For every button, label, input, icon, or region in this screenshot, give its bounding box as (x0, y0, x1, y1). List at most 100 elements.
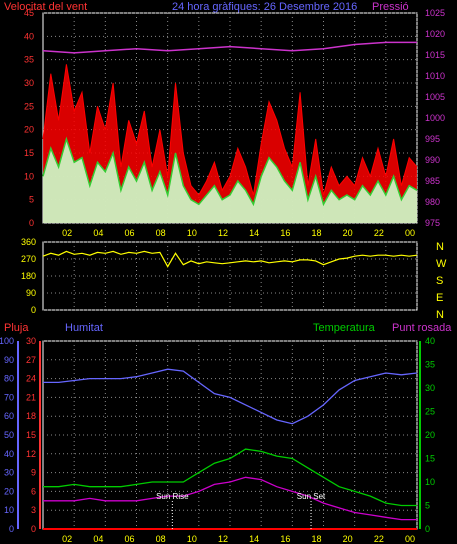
temp-tick-label: 5 (425, 501, 430, 511)
bot-x-tick-label: 06 (124, 534, 134, 544)
bot-x-tick-label: 02 (62, 534, 72, 544)
bot-x-tick-label: 18 (311, 534, 321, 544)
temp-tick-label: 25 (425, 407, 435, 417)
x-tick-label: 14 (249, 228, 259, 238)
y-right-tick-label: 1025 (425, 8, 445, 18)
wind-speed-label: Velocitat del vent (4, 1, 87, 13)
x-tick-label: 00 (405, 228, 415, 238)
bot-x-tick-label: 16 (280, 534, 290, 544)
temp-tick-label: 0 (425, 524, 430, 534)
bot-x-tick-label: 04 (93, 534, 103, 544)
temperature-label: Temperatura (313, 322, 376, 334)
humidity-tick-label: 0 (9, 524, 14, 534)
temp-humidity-chart: Pluja Humitat Temperatura Punt rosada Su… (0, 322, 452, 544)
rain-tick-label: 24 (26, 374, 36, 384)
y-right-tick-label: 980 (425, 197, 440, 207)
compass-label: W (436, 258, 447, 270)
chart-title: 24 hora gràfiques: 26 Desembre 2016 (172, 1, 357, 13)
temp-tick-label: 15 (425, 454, 435, 464)
y-right-tick-label: 990 (425, 155, 440, 165)
rain-tick-label: 12 (26, 449, 36, 459)
humidity-line (43, 368, 418, 425)
humidity-tick-label: 90 (4, 355, 14, 365)
rain-tick-label: 0 (31, 524, 36, 534)
x-tick-label: 18 (311, 228, 321, 238)
dewpoint-line (43, 476, 417, 521)
temp-tick-label: 40 (425, 336, 435, 346)
x-tick-label: 08 (156, 228, 166, 238)
humidity-tick-label: 30 (4, 468, 14, 478)
x-tick-label: 02 (62, 228, 72, 238)
bot-x-tick-label: 08 (156, 534, 166, 544)
y-right-tick-label: 995 (425, 134, 440, 144)
sunset-label: Sun Set (297, 492, 326, 501)
temp-tick-label: 10 (425, 477, 435, 487)
humidity-tick-label: 70 (4, 392, 14, 402)
rain-tick-label: 6 (31, 486, 36, 496)
pressure-line (42, 41, 417, 54)
humidity-tick-label: 10 (4, 505, 14, 515)
humidity-tick-label: 80 (4, 374, 14, 384)
rain-tick-label: 3 (31, 505, 36, 515)
bot-x-tick-label: 14 (249, 534, 259, 544)
dir-y-tick-label: 180 (21, 271, 36, 281)
compass-label: S (436, 275, 443, 287)
y-left-tick-label: 0 (29, 218, 34, 228)
bot-x-tick-label: 00 (405, 534, 415, 544)
y-right-tick-label: 985 (425, 176, 440, 186)
y-right-tick-label: 1010 (425, 71, 445, 81)
compass-label: E (436, 292, 443, 304)
wind-pressure-chart: Velocitat del vent 24 hora gràfiques: 26… (4, 1, 445, 238)
humidity-tick-label: 60 (4, 411, 14, 421)
rain-tick-label: 21 (26, 392, 36, 402)
y-left-tick-label: 15 (24, 148, 34, 158)
dewpoint-label: Punt rosada (392, 322, 452, 334)
x-tick-label: 12 (218, 228, 228, 238)
compass-label: N (436, 241, 444, 253)
y-right-tick-label: 975 (425, 218, 440, 228)
wind-lull-area (43, 139, 417, 223)
x-tick-label: 20 (343, 228, 353, 238)
y-left-tick-label: 25 (24, 101, 34, 111)
pressure-label: Pressió (372, 1, 409, 13)
humidity-tick-label: 40 (4, 449, 14, 459)
y-left-tick-label: 20 (24, 125, 34, 135)
y-right-tick-label: 1015 (425, 50, 445, 60)
bot-x-tick-label: 12 (218, 534, 228, 544)
humidity-tick-label: 50 (4, 430, 14, 440)
rain-tick-label: 9 (31, 468, 36, 478)
dir-y-tick-label: 0 (31, 305, 36, 315)
y-left-tick-label: 45 (24, 8, 34, 18)
x-tick-label: 04 (93, 228, 103, 238)
dir-y-tick-label: 90 (26, 288, 36, 298)
y-left-tick-label: 10 (24, 171, 34, 181)
y-left-tick-label: 30 (24, 78, 34, 88)
sunrise-label: Sun Rise (156, 492, 189, 501)
rain-tick-label: 15 (26, 430, 36, 440)
dir-y-tick-label: 360 (21, 237, 36, 247)
x-tick-label: 16 (280, 228, 290, 238)
temperature-line (43, 448, 417, 507)
wind-direction-line (42, 250, 418, 268)
compass-label: N (436, 309, 444, 321)
x-tick-label: 10 (187, 228, 197, 238)
bot-x-tick-label: 20 (343, 534, 353, 544)
temp-tick-label: 20 (425, 430, 435, 440)
humidity-tick-label: 20 (4, 486, 14, 496)
humidity-label: Humitat (65, 322, 103, 334)
wind-speed-line (42, 64, 418, 196)
rain-tick-label: 27 (26, 355, 36, 365)
rain-tick-label: 18 (26, 411, 36, 421)
temp-tick-label: 35 (425, 360, 435, 370)
temp-tick-label: 30 (425, 383, 435, 393)
bot-x-tick-label: 10 (187, 534, 197, 544)
y-right-tick-label: 1000 (425, 113, 445, 123)
wind-average-line (42, 136, 418, 207)
y-left-tick-label: 40 (24, 31, 34, 41)
bot-x-tick-label: 22 (374, 534, 384, 544)
x-tick-label: 06 (124, 228, 134, 238)
y-left-tick-label: 5 (29, 195, 34, 205)
y-right-tick-label: 1005 (425, 92, 445, 102)
